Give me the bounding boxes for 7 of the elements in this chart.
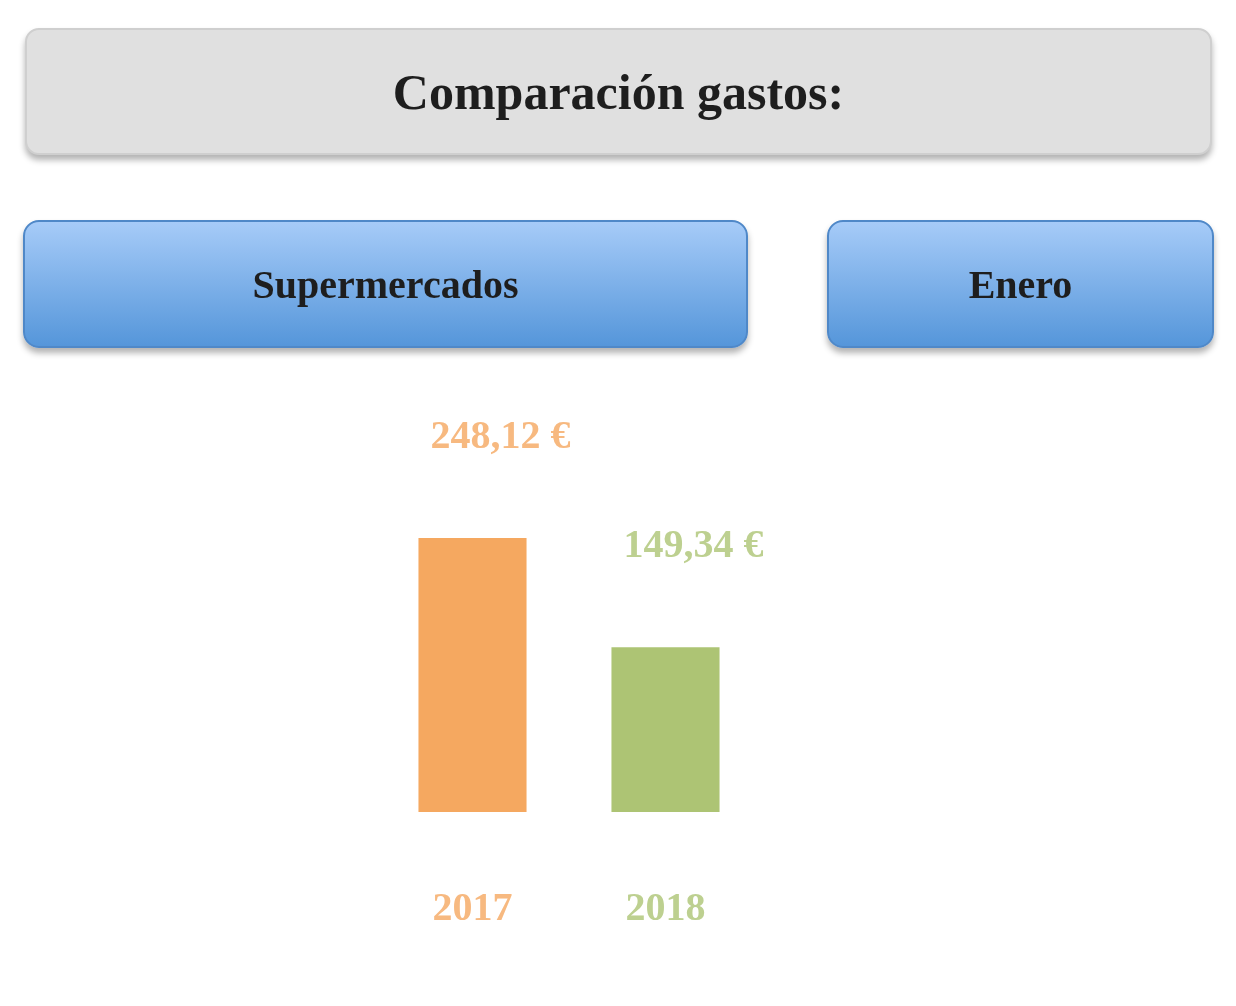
text: Supermercados	[23, 220, 748, 348]
x-tick-label: 2018	[625, 884, 706, 930]
x-tick-label: 2017	[432, 884, 513, 930]
text: Enero	[827, 220, 1214, 348]
chart-title: Comparación gastos:	[25, 28, 1212, 155]
data-label: 248,12 €	[430, 412, 571, 458]
data-label: 149,34 €	[623, 521, 764, 567]
